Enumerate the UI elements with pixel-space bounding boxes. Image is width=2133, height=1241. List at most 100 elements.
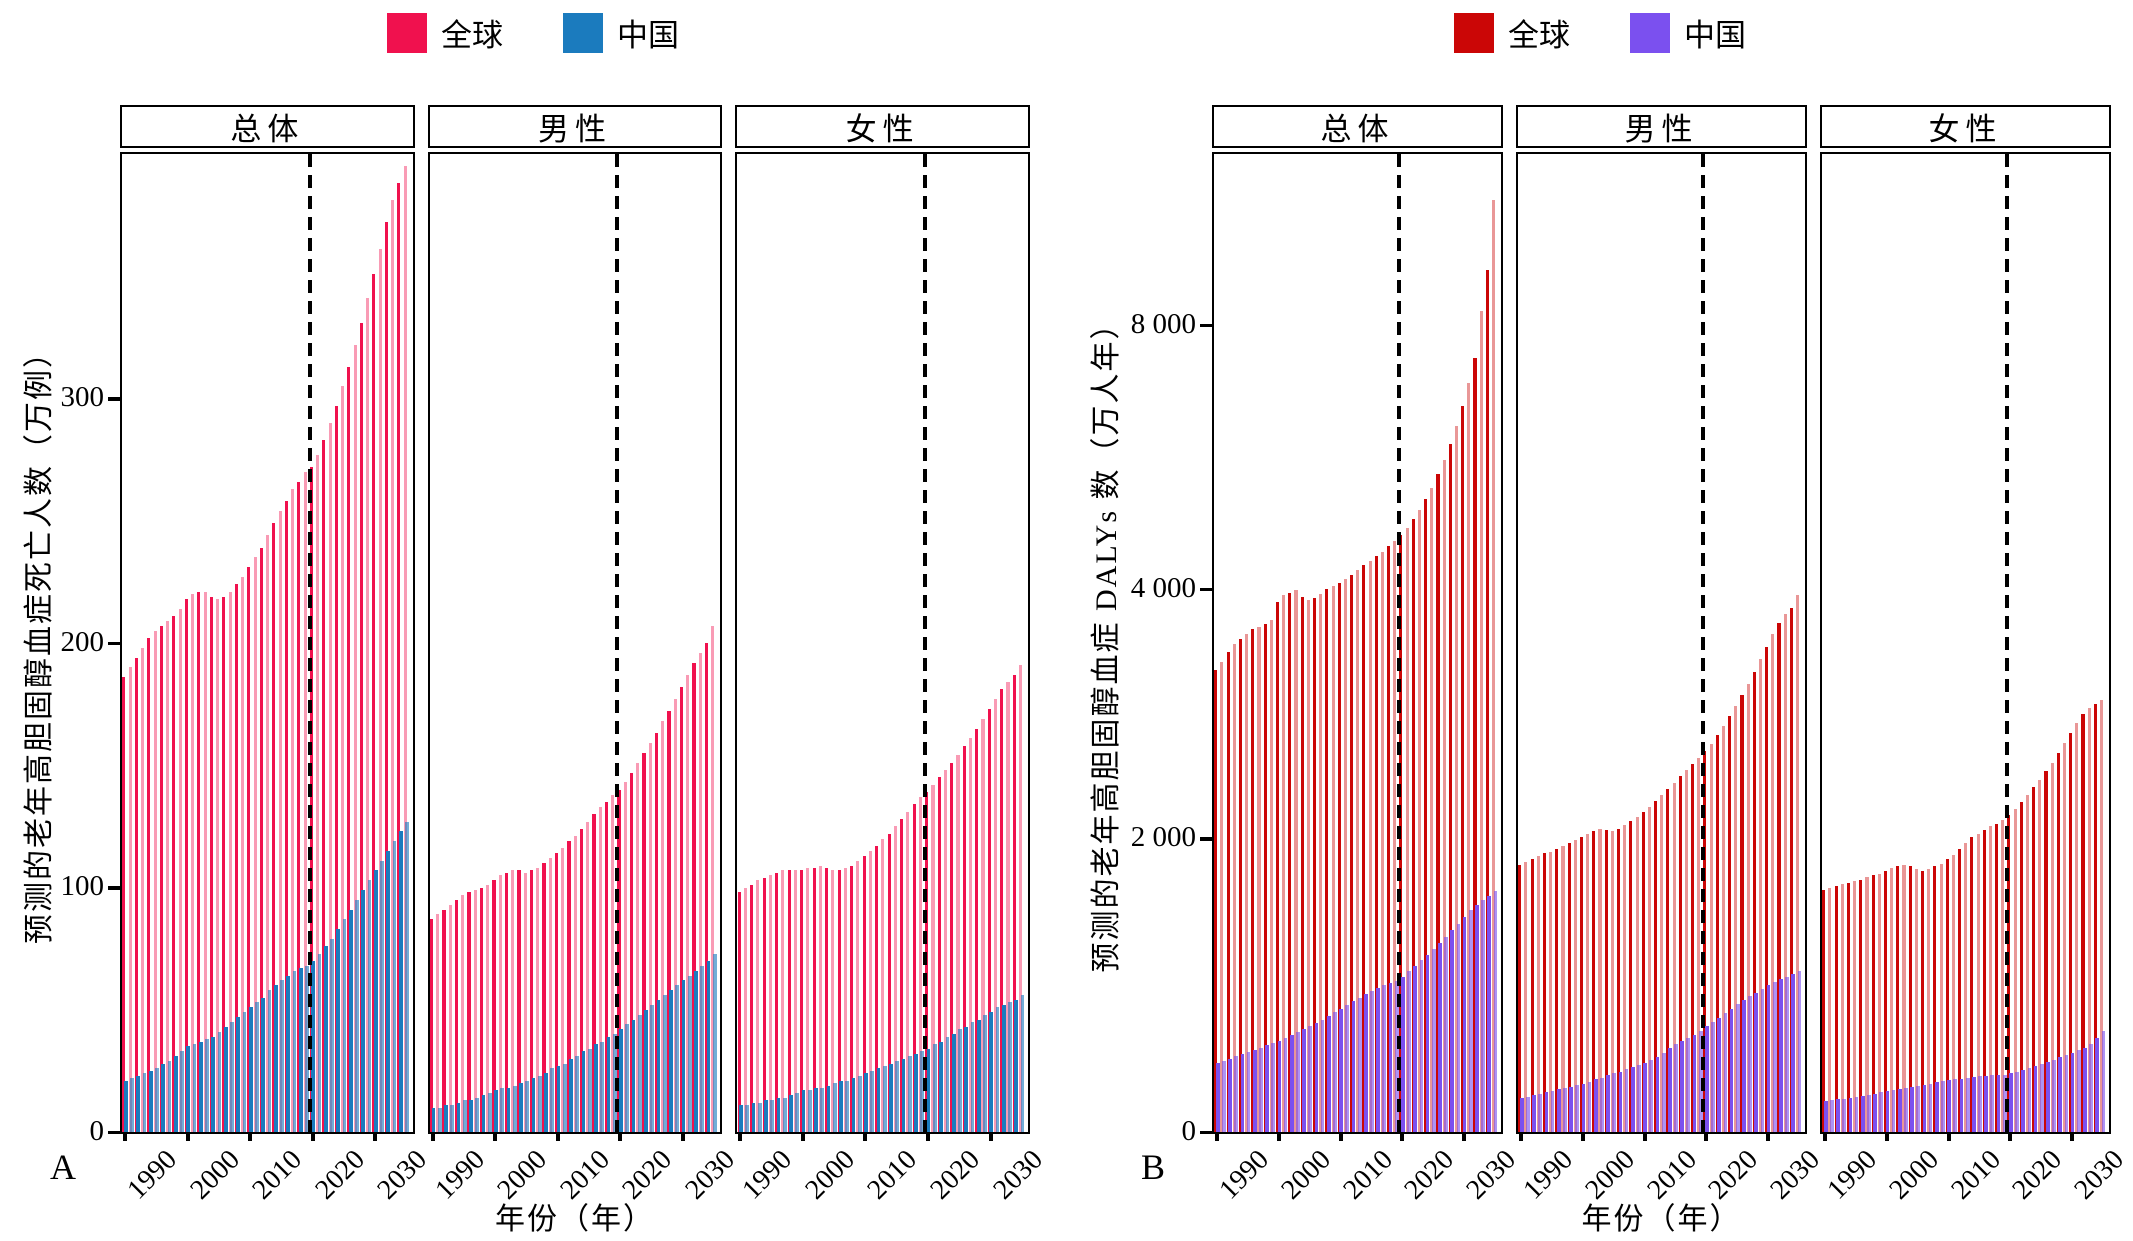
- y-tick-label: 100: [60, 870, 105, 902]
- bar-china-1992: [1532, 1095, 1536, 1132]
- bar-china-2026: [2046, 1061, 2050, 1132]
- bar-global-2018: [1995, 823, 1999, 1132]
- bar-global-2010: [1641, 812, 1645, 1132]
- bar-china-2011: [1953, 1079, 1958, 1132]
- bar-china-2034: [1791, 973, 1796, 1132]
- bar-global-2033: [1006, 682, 1010, 1132]
- bar-china-2014: [889, 1063, 893, 1132]
- bar-global-1994: [147, 638, 151, 1132]
- bar-global-2031: [378, 249, 382, 1132]
- bar-global-2015: [1672, 782, 1676, 1132]
- bar-global-2003: [511, 870, 515, 1132]
- bar-global-2008: [542, 863, 546, 1132]
- bar-china-2026: [656, 999, 661, 1132]
- projection-divider-line: [615, 154, 620, 1132]
- bar-global-2014: [887, 833, 891, 1132]
- bar-china-2035: [1797, 970, 1802, 1132]
- bar-china-2028: [669, 990, 673, 1132]
- bar-china-2010: [556, 1066, 561, 1132]
- bar-china-2009: [1333, 1012, 1337, 1132]
- legend-swatch-china: [1630, 12, 1670, 53]
- bar-global-2007: [1319, 594, 1323, 1132]
- subpanel-2: 男性 1990 2000 2010 2020 2030: [1516, 105, 1826, 1206]
- bar-global-1996: [1555, 848, 1559, 1132]
- bar-china-2014: [1971, 1077, 1976, 1132]
- x-tick-mark: [248, 1132, 253, 1141]
- bar-global-1997: [166, 621, 170, 1132]
- bar-global-2023: [328, 422, 332, 1132]
- bar-global-2028: [975, 728, 979, 1132]
- bar-china-2010: [864, 1073, 868, 1132]
- bar-global-2031: [993, 699, 997, 1132]
- bar-global-2015: [586, 821, 590, 1132]
- y-tick-mark: [108, 1130, 120, 1135]
- bar-china-2001: [1283, 1038, 1288, 1132]
- bar-china-1999: [1879, 1092, 1884, 1132]
- bar-china-2026: [1742, 999, 1746, 1132]
- bar-global-2015: [1976, 833, 1980, 1132]
- bar-china-2023: [1723, 1013, 1728, 1132]
- bar-china-2011: [1649, 1060, 1654, 1132]
- panel-letter: A: [50, 1147, 76, 1187]
- bar-global-1990: [1518, 865, 1522, 1132]
- bar-china-2023: [637, 1014, 642, 1132]
- bar-china-1997: [167, 1061, 172, 1132]
- bar-global-2022: [1715, 735, 1719, 1132]
- bar-global-2014: [1362, 565, 1366, 1132]
- bar-china-2003: [1600, 1077, 1604, 1132]
- x-tick-mark: [1765, 1132, 1770, 1141]
- bar-china-2007: [230, 1021, 234, 1132]
- bar-global-2003: [1598, 828, 1602, 1132]
- bar-china-2001: [1587, 1082, 1592, 1132]
- bar-global-2021: [316, 454, 320, 1132]
- bar-china-1998: [1265, 1045, 1269, 1132]
- bar-china-1993: [142, 1073, 147, 1132]
- bar-china-1998: [481, 1095, 486, 1132]
- bar-china-2031: [687, 975, 692, 1132]
- projection-divider-line: [922, 154, 927, 1132]
- bar-global-2012: [875, 845, 879, 1132]
- bar-china-2016: [286, 975, 291, 1132]
- y-tick-label: 300: [60, 381, 105, 413]
- bar-china-2033: [1481, 900, 1485, 1132]
- bar-china-2014: [273, 985, 278, 1132]
- bar-china-2023: [330, 938, 334, 1132]
- bar-china-1995: [770, 1100, 775, 1132]
- bar-global-2017: [1684, 770, 1688, 1132]
- bar-china-1998: [789, 1095, 793, 1132]
- bar-global-2025: [648, 743, 652, 1132]
- bar-china-2026: [964, 1026, 968, 1132]
- x-tick-mark: [1704, 1132, 1709, 1141]
- bar-china-2006: [1314, 1023, 1319, 1132]
- x-tick-mark: [310, 1132, 315, 1141]
- bar-global-2031: [686, 674, 690, 1132]
- bar-china-2001: [192, 1043, 197, 1132]
- bar-china-2031: [1772, 982, 1777, 1132]
- bar-global-2006: [1920, 870, 1925, 1132]
- bar-china-2011: [870, 1070, 875, 1132]
- bar-china-2032: [386, 850, 391, 1132]
- bar-china-2025: [342, 919, 347, 1132]
- x-tick-mark: [1946, 1132, 1951, 1141]
- bar-china-1999: [180, 1051, 184, 1132]
- bar-china-2035: [1020, 995, 1025, 1132]
- bar-china-2005: [1916, 1085, 1921, 1132]
- bar-global-2004: [1300, 596, 1304, 1132]
- bar-china-2017: [1382, 985, 1387, 1132]
- bar-china-2013: [882, 1066, 887, 1132]
- bar-global-1990: [429, 919, 434, 1132]
- bar-china-2015: [1978, 1076, 1982, 1132]
- legend-item-china: 中国: [563, 10, 679, 55]
- bar-china-2012: [1351, 1001, 1356, 1132]
- bar-china-2023: [1419, 960, 1424, 1132]
- bar-global-2009: [856, 860, 860, 1132]
- bar-china-2027: [355, 899, 359, 1132]
- bar-china-1990: [431, 1107, 436, 1132]
- bar-global-2030: [987, 709, 991, 1132]
- bar-global-2017: [598, 806, 602, 1132]
- legend-item-global: 全球: [1454, 10, 1570, 55]
- bar-china-2005: [832, 1083, 837, 1132]
- bar-china-2033: [700, 965, 705, 1132]
- bar-global-2005: [216, 599, 220, 1132]
- bar-global-2033: [1479, 311, 1483, 1132]
